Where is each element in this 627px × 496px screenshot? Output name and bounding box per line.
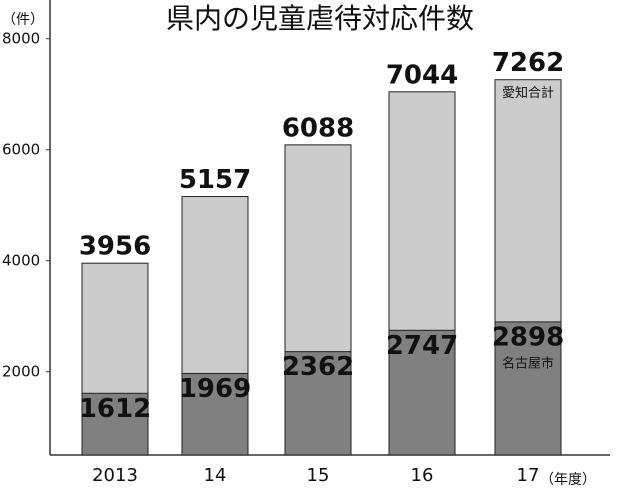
value-label: 3956 [79,232,151,262]
legend-label: 名古屋市 [502,355,554,371]
chart-title: 県内の児童虐待対応件数 [166,2,474,35]
y-axis-label: （件） [2,12,44,28]
y-tick-label: 2000 [2,362,40,380]
value-label: 1969 [179,374,251,404]
y-tick-label: 6000 [2,140,40,158]
x-tick-label: 16 [411,465,434,486]
value-label: 2747 [386,331,458,361]
bar [81,392,149,456]
bar [284,351,352,456]
value-label: 1612 [79,394,151,424]
value-label: 2898 [492,322,564,352]
bar [494,321,562,456]
x-axis-label: （年度） [540,472,596,488]
y-tick-label: 4000 [2,251,40,269]
x-tick-label: 15 [307,465,330,486]
legend-label: 愛知合計 [502,85,554,101]
value-label: 6088 [282,113,354,143]
y-tick-label: 8000 [2,29,40,47]
bar [388,329,456,456]
x-tick-label: 14 [204,465,227,486]
x-tick-label: 17 [517,465,540,486]
bar [181,372,249,456]
value-label: 7044 [386,60,458,90]
value-label: 7262 [492,48,564,78]
value-label: 2362 [282,352,354,382]
value-label: 5157 [179,165,251,195]
x-tick-label: 2013 [92,465,138,486]
